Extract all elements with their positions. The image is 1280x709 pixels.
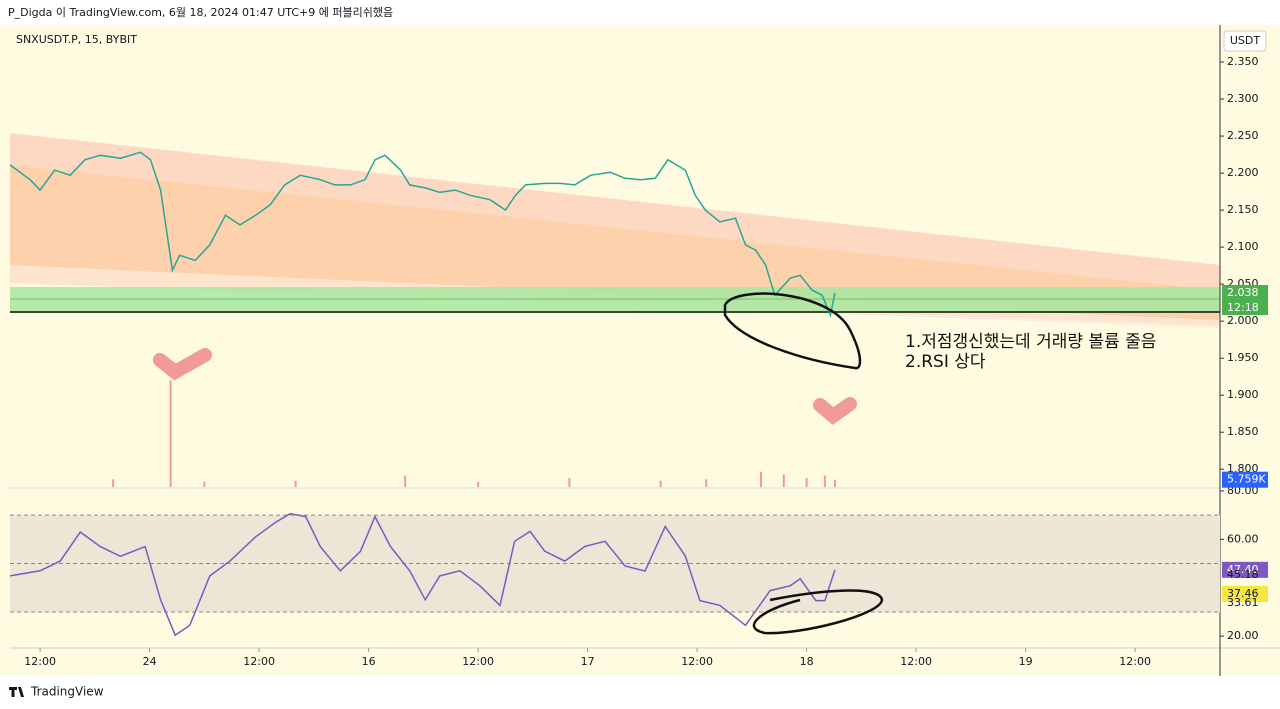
x-tick-label: 12:00	[24, 655, 56, 668]
x-tick-label: 12:00	[462, 655, 494, 668]
y-tick-label: 2.300	[1227, 92, 1259, 105]
heart-mark	[153, 348, 212, 381]
x-tick-label: 16	[362, 655, 376, 668]
x-tick-label: 12:00	[1119, 655, 1151, 668]
y-tick-label: 1.900	[1227, 388, 1259, 401]
hand-ellipse	[752, 589, 884, 635]
header-bar	[0, 0, 1280, 25]
brand: TradingView	[30, 685, 104, 699]
support-zone	[10, 287, 1220, 313]
x-tick-label: 12:00	[681, 655, 713, 668]
annotation: 1.저점갱신했는데 거래량 볼륨 줄음	[905, 332, 1156, 352]
series-layer	[9, 151, 836, 637]
currency: USDT	[1230, 34, 1261, 47]
volume-bar	[404, 475, 407, 487]
x-tick-label: 24	[143, 655, 157, 668]
volume-bar	[805, 478, 808, 487]
y-tick-label: 2.000	[1227, 314, 1259, 327]
heart-mark	[813, 397, 857, 425]
volume-bar	[112, 479, 115, 487]
channel-upper	[10, 133, 1220, 290]
volume-badge: 5.759K	[1227, 473, 1266, 486]
x-tick-label: 12:00	[243, 655, 275, 668]
rsi-badge: 37.46	[1227, 587, 1259, 600]
x-tick-label: 17	[581, 655, 595, 668]
rsi-band-layer	[10, 514, 1220, 613]
y-tick-label: 1.950	[1227, 351, 1259, 364]
volume-bar	[169, 380, 172, 487]
hand-ellipse	[723, 292, 862, 370]
rsi-badge: 45.18	[1227, 568, 1259, 581]
publish-note: P_Digda 이 TradingView.com, 6월 18, 2024 0…	[8, 6, 393, 19]
volume-bar	[568, 478, 571, 487]
volume-bar	[705, 479, 708, 487]
volume-badge-bg	[1222, 471, 1268, 488]
last-price-bg	[1222, 285, 1268, 302]
symbol-title: SNXUSDT.P, 15, BYBIT	[16, 33, 137, 46]
y-tick-label: 1.850	[1227, 425, 1259, 438]
series-line	[9, 512, 836, 637]
y-tick-label: 20.00	[1227, 629, 1259, 642]
y-tick-label: 2.200	[1227, 166, 1259, 179]
y-tick-label: 2.100	[1227, 240, 1259, 253]
rsi-badge-bg	[1222, 585, 1268, 602]
volume-bar	[833, 479, 836, 487]
volume-bar	[294, 480, 297, 487]
countdown: 12:18	[1227, 301, 1259, 314]
x-tick-label: 12:00	[900, 655, 932, 668]
countdown-bg	[1222, 301, 1268, 316]
volume-bar	[477, 481, 480, 487]
last-price: 2.038	[1227, 286, 1259, 299]
volume-bar	[203, 481, 206, 487]
x-tick-label: 19	[1019, 655, 1033, 668]
rsi-badge-bg	[1222, 561, 1268, 578]
brand-logo	[9, 687, 24, 697]
series-line	[9, 151, 836, 318]
annotation: 2.RSI 상다	[905, 352, 986, 372]
currency-box	[1223, 30, 1267, 52]
volume-bar	[760, 471, 763, 487]
rsi-badge: 47.40	[1227, 563, 1259, 576]
x-tick-label: 18	[800, 655, 814, 668]
y-tick-label: 2.350	[1227, 55, 1259, 68]
volume-bar	[782, 474, 785, 487]
volume-bar	[659, 480, 662, 487]
rsi-badge: 33.61	[1227, 596, 1259, 609]
y-tick-label: 60.00	[1227, 532, 1259, 545]
volume-bar	[823, 475, 826, 487]
y-tick-label: 2.150	[1227, 203, 1259, 216]
y-tick-label: 2.250	[1227, 129, 1259, 142]
